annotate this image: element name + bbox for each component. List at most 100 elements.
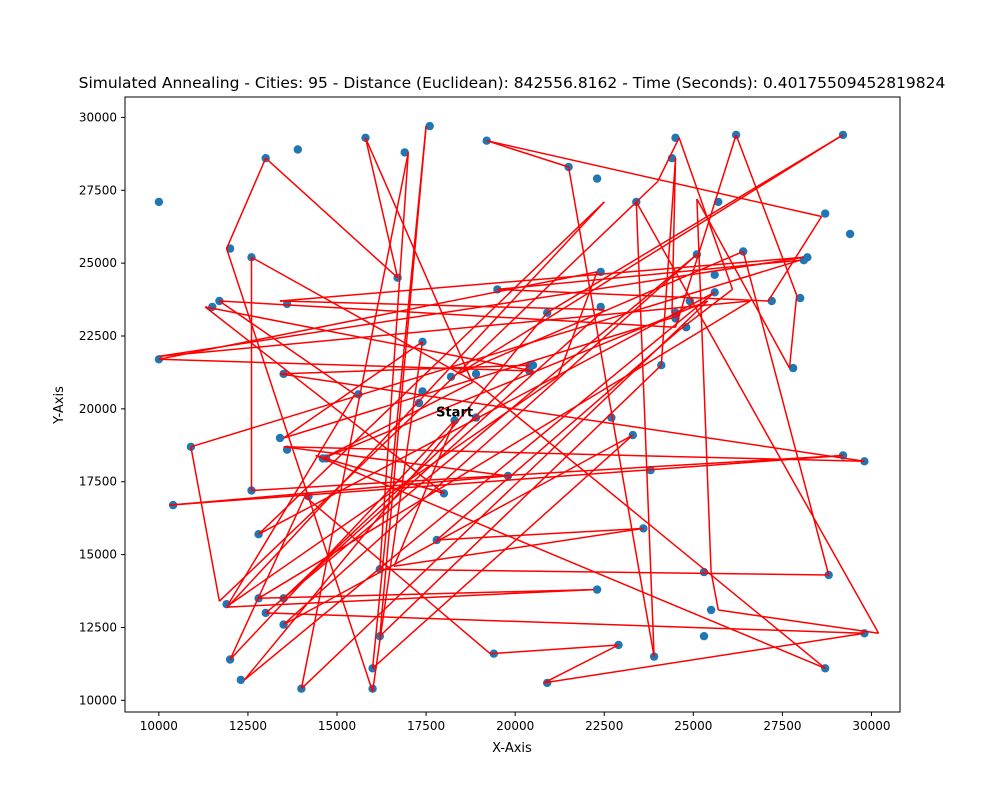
route-segment (283, 314, 680, 439)
route-segment (229, 201, 605, 605)
route-segment (379, 152, 410, 570)
route-segment (635, 201, 880, 634)
route-segment (379, 364, 662, 637)
route-segment (243, 312, 548, 681)
city-point (446, 372, 456, 381)
city-point (682, 323, 691, 332)
city-point (275, 433, 285, 443)
route-segment (279, 373, 865, 463)
y-tick-label: 22500 (79, 329, 117, 343)
city-point (425, 121, 434, 131)
route-segment (742, 251, 830, 576)
route-segment (678, 288, 733, 331)
route-segment (283, 446, 865, 463)
city-point (592, 585, 602, 594)
route-segment (229, 419, 456, 661)
city-point (821, 209, 830, 218)
route-segment (304, 495, 491, 655)
route-segment (258, 300, 751, 599)
route-segment (436, 329, 680, 541)
route-segment (364, 137, 399, 278)
route-segment (226, 588, 594, 608)
route-segment (696, 198, 791, 369)
route-segment (158, 358, 534, 372)
route-segment (279, 300, 605, 311)
route-segment (258, 588, 594, 600)
route-segment (158, 300, 751, 358)
route-segment (265, 612, 865, 635)
city-point (592, 174, 602, 183)
route-segment (251, 454, 844, 492)
route-segment (710, 571, 720, 611)
city-point (471, 369, 481, 379)
start-label: Start (436, 406, 473, 421)
route-segment (283, 253, 698, 626)
route-segment (229, 376, 559, 605)
route-segment (205, 306, 534, 372)
route-segment (543, 644, 619, 684)
route-segment (657, 137, 680, 182)
route-segment (436, 527, 644, 541)
route-segment (718, 609, 879, 635)
x-tick-label: 12500 (229, 719, 267, 733)
route-segment (660, 158, 677, 366)
route-segment (190, 259, 801, 448)
route-segment (158, 256, 804, 358)
x-tick-label: 25000 (674, 719, 712, 733)
route-segment (225, 393, 356, 608)
x-tick-label: 20000 (496, 719, 534, 733)
route-segment (678, 137, 734, 290)
x-axis-label: X-Axis (492, 741, 532, 756)
route-segment (300, 152, 410, 689)
city-point (685, 296, 694, 306)
route-segment (283, 434, 634, 626)
route-segment (243, 291, 716, 681)
route-segment (393, 420, 456, 567)
route-segment (457, 134, 844, 375)
route-segment (497, 259, 801, 291)
route-segment (635, 201, 655, 657)
route-segment (218, 300, 356, 395)
route-segment (218, 180, 659, 602)
y-tick-label: 25000 (79, 256, 117, 270)
route-segment (490, 644, 619, 655)
route-segment (767, 216, 823, 302)
route-segment (546, 134, 844, 314)
route-segment (315, 454, 826, 669)
x-tick-label: 17500 (407, 719, 445, 733)
route-segment (279, 256, 804, 302)
route-segment (393, 527, 644, 568)
route-segment (219, 300, 676, 329)
city-point (706, 605, 716, 615)
city-point (418, 387, 427, 396)
y-tick-label: 15000 (79, 548, 117, 562)
route-segment (735, 134, 798, 296)
city-point (293, 145, 302, 154)
plot-frame (124, 96, 901, 713)
plot-area: Start 10000 12500 15000 17500 20000 22500 25000… (79, 96, 901, 733)
y-tick-label: 30000 (79, 110, 117, 124)
route-segment (322, 381, 473, 460)
route-segment (300, 300, 709, 690)
x-tick-label: 27500 (763, 719, 801, 733)
route-segment (696, 198, 712, 573)
city-point (788, 363, 798, 373)
route-segment (283, 341, 423, 439)
route-segment (788, 295, 798, 369)
route-segment (486, 139, 822, 218)
city-point (236, 675, 245, 685)
y-tick-label: 10000 (79, 693, 117, 707)
city-point (154, 197, 164, 207)
x-tick-label: 22500 (585, 719, 623, 733)
route-segment (475, 382, 826, 669)
route-segment (543, 632, 865, 684)
x-tick-label: 15000 (318, 719, 356, 733)
city-point (414, 398, 424, 408)
route-segment (486, 139, 569, 168)
city-point (845, 229, 855, 239)
city-point (710, 270, 719, 279)
route-segment (265, 157, 399, 279)
y-tick-label: 20000 (79, 402, 117, 416)
